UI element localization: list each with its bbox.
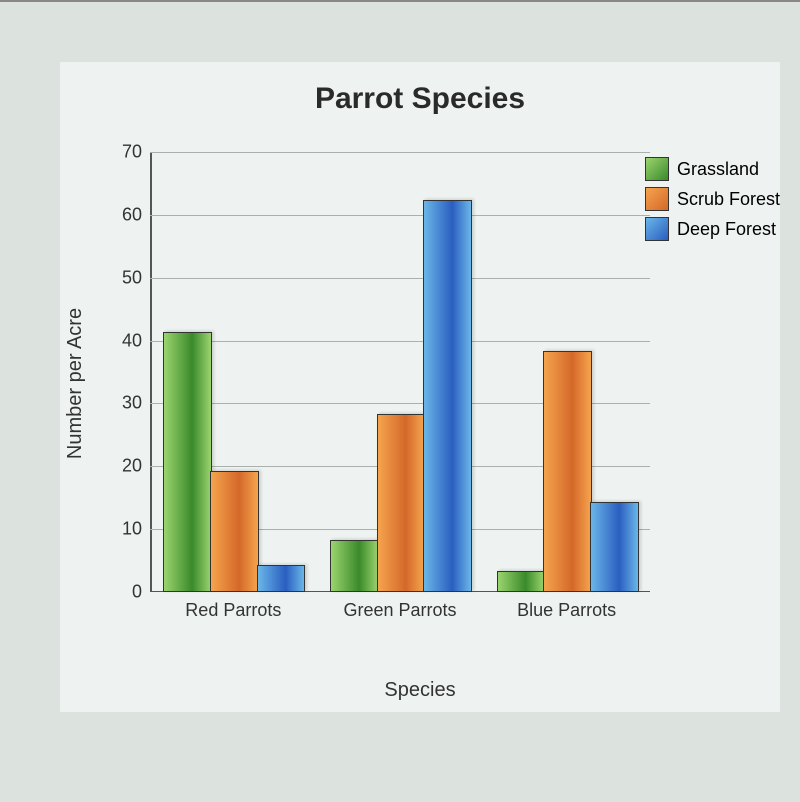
legend-swatch [645, 217, 669, 241]
chart-panel: Parrot Species Number per Acre Species 0… [60, 62, 780, 712]
x-tick-label: Green Parrots [343, 600, 456, 621]
grid-line [150, 215, 650, 216]
screenshot-container: Parrot Species Number per Acre Species 0… [0, 0, 800, 802]
y-tick-label: 30 [122, 393, 142, 414]
y-tick-label: 10 [122, 519, 142, 540]
legend-item: Deep Forest [645, 217, 780, 241]
chart-bar [257, 565, 306, 592]
grid-line [150, 278, 650, 279]
chart-bar [210, 471, 259, 592]
chart-bar [163, 332, 212, 592]
y-tick-label: 70 [122, 142, 142, 163]
chart-bar [330, 540, 379, 592]
legend-item: Scrub Forest [645, 187, 780, 211]
y-axis-line [150, 152, 152, 592]
legend-label: Deep Forest [677, 219, 776, 240]
grid-line [150, 341, 650, 342]
legend-swatch [645, 157, 669, 181]
chart-bar [377, 414, 426, 592]
y-tick-label: 40 [122, 330, 142, 351]
chart-bar [543, 351, 592, 592]
legend-item: Grassland [645, 157, 780, 181]
plot-area: 010203040506070Red ParrotsGreen ParrotsB… [150, 152, 650, 592]
y-tick-label: 0 [132, 582, 142, 603]
legend-swatch [645, 187, 669, 211]
y-axis-label: Number per Acre [64, 308, 87, 459]
x-axis-label: Species [60, 679, 780, 702]
legend-label: Scrub Forest [677, 189, 780, 210]
chart-bar [497, 571, 546, 592]
grid-line [150, 152, 650, 153]
x-tick-label: Blue Parrots [517, 600, 616, 621]
y-tick-label: 50 [122, 267, 142, 288]
chart-title: Parrot Species [60, 82, 780, 116]
legend-label: Grassland [677, 159, 759, 180]
chart-bar [423, 200, 472, 592]
x-tick-label: Red Parrots [185, 600, 281, 621]
chart-bar [590, 502, 639, 592]
legend: Grassland Scrub Forest Deep Forest [645, 157, 780, 247]
y-tick-label: 20 [122, 456, 142, 477]
y-tick-label: 60 [122, 204, 142, 225]
